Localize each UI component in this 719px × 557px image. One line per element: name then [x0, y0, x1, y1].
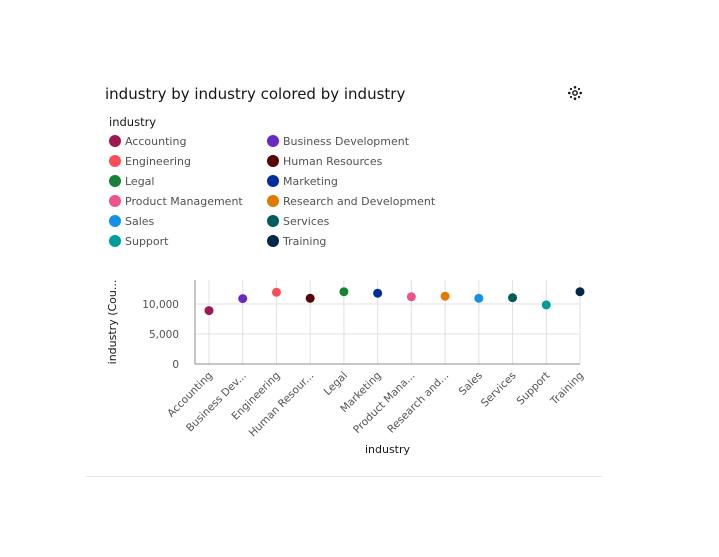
x-tick-label: Training	[548, 370, 586, 408]
legend-label: Legal	[125, 174, 155, 188]
legend-label: Services	[283, 214, 330, 228]
legend-marker	[109, 135, 121, 147]
y-tick-label: 0	[172, 359, 179, 371]
data-point	[373, 288, 383, 298]
x-tick-label: Research and...	[385, 370, 451, 436]
legend-item[interactable]: Marketing	[267, 173, 338, 189]
legend-title: industry	[109, 115, 157, 129]
data-point	[339, 287, 349, 297]
x-tick-label: Sales	[457, 370, 485, 398]
settings-icon[interactable]	[567, 85, 583, 101]
legend-label: Engineering	[125, 154, 191, 168]
data-point	[204, 306, 214, 316]
y-tick-labels: 0 5,000 10,000	[142, 299, 179, 371]
data-points	[204, 287, 585, 316]
legend-item[interactable]: Business Development	[267, 133, 409, 149]
x-tick-label: Legal	[322, 370, 350, 398]
legend-label: Research and Development	[283, 194, 436, 208]
y-axis-title: industry (Cou...	[106, 280, 119, 365]
legend-label: Product Management	[125, 194, 243, 208]
data-point	[440, 291, 450, 301]
x-tick-label: Business Dev...	[184, 370, 249, 435]
x-tick-label: Services	[479, 370, 519, 410]
legend-marker	[109, 175, 121, 187]
legend-item[interactable]: Support	[109, 233, 168, 249]
legend-item[interactable]: Legal	[109, 173, 154, 189]
legend-marker	[109, 195, 121, 207]
x-tick-label: Support	[515, 370, 553, 408]
legend-label: Sales	[125, 214, 155, 228]
legend-marker	[109, 215, 121, 227]
legend-label: Support	[125, 234, 169, 248]
legend-item[interactable]: Accounting	[109, 133, 186, 149]
x-tick-label: Human Resour...	[247, 370, 317, 440]
legend-label: Marketing	[283, 174, 338, 188]
legend-item[interactable]: Sales	[109, 213, 154, 229]
data-point	[575, 287, 585, 297]
data-point	[508, 293, 518, 303]
data-point	[474, 293, 484, 303]
legend-marker	[109, 235, 121, 247]
legend-marker	[267, 195, 279, 207]
legend-marker	[267, 235, 279, 247]
legend-item[interactable]: Product Management	[109, 193, 243, 209]
legend-label: Accounting	[125, 134, 187, 148]
data-point	[271, 287, 281, 297]
y-tick-label: 10,000	[142, 299, 179, 311]
bottom-divider	[86, 476, 602, 477]
legend-marker	[109, 155, 121, 167]
legend-label: Human Resources	[283, 154, 383, 168]
x-tick-label: Product Mana...	[351, 370, 417, 436]
legend-item[interactable]: Engineering	[109, 153, 191, 169]
legend-item[interactable]: Training	[267, 233, 326, 249]
legend-item[interactable]: Human Resources	[267, 153, 382, 169]
legend-label: Training	[283, 234, 327, 248]
axes	[194, 280, 580, 365]
legend-item[interactable]: Services	[267, 213, 329, 229]
chart-card: industry by industry colored by industry…	[86, 70, 602, 476]
legend-label: Business Development	[283, 134, 410, 148]
data-point	[406, 292, 416, 302]
data-point	[541, 300, 551, 310]
data-point	[238, 294, 248, 304]
legend-marker	[267, 135, 279, 147]
grid-lines	[195, 280, 581, 365]
y-tick-label: 5,000	[149, 329, 179, 341]
legend-marker	[267, 175, 279, 187]
legend-marker	[267, 215, 279, 227]
x-axis-title: industry	[365, 443, 411, 456]
chart-title: industry by industry colored by industry	[105, 85, 406, 103]
legend-item[interactable]: Research and Development	[267, 193, 435, 209]
data-point	[305, 293, 315, 303]
legend-marker	[267, 155, 279, 167]
